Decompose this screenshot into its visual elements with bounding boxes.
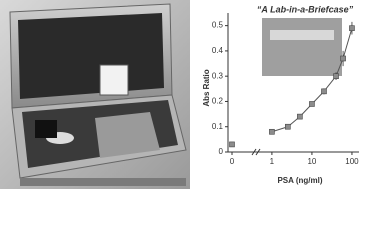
y-tick-label: 0.2: [212, 97, 224, 106]
inset-device: [270, 30, 334, 40]
fit-line: [335, 58, 344, 77]
y-tick-label: 0.5: [212, 21, 224, 30]
y-tick-label: 0.3: [212, 71, 224, 80]
data-point: [340, 55, 346, 62]
axis-break: [251, 148, 257, 156]
x-tick-label: 0: [230, 157, 235, 166]
data-point: [229, 141, 235, 148]
chart-title: “A Lab-in-a-Briefcase”: [257, 4, 354, 14]
data-point: [333, 73, 339, 79]
data-point: [349, 25, 355, 31]
x-tick-label: 100: [345, 157, 359, 166]
y-tick-label: 0: [219, 147, 224, 156]
y-tick-label: 0.1: [212, 122, 224, 131]
fit-line: [342, 28, 353, 59]
page: “A Lab-in-a-Briefcase” Abs Ratio PSA (ng…: [0, 0, 360, 189]
figure: “A Lab-in-a-Briefcase” Abs Ratio PSA (ng…: [0, 0, 359, 189]
inset-photo: [262, 18, 342, 76]
data-point: [297, 113, 303, 120]
y-tick-label: 0.4: [212, 46, 224, 55]
data-point: [321, 88, 327, 95]
x-axis-label: PSA (ng/ml): [277, 176, 322, 185]
axis-break: [255, 148, 261, 156]
briefcase-photo: [0, 0, 190, 189]
x-tick-label: 1: [270, 157, 275, 166]
y-axis-label: Abs Ratio: [202, 69, 211, 106]
data-point: [269, 128, 275, 135]
data-point: [285, 123, 291, 130]
data-point: [309, 101, 315, 107]
x-tick-label: 10: [307, 157, 316, 166]
